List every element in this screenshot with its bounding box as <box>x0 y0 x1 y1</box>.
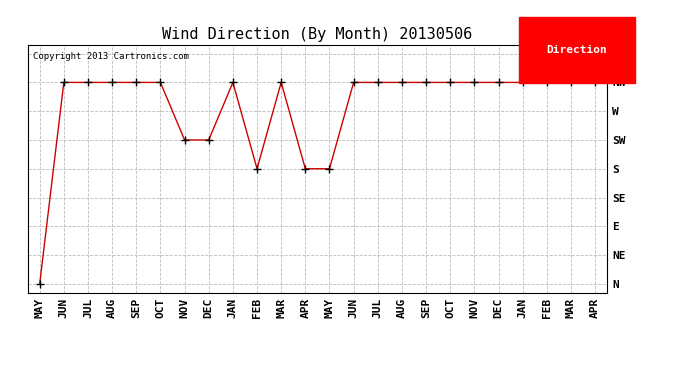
Text: Copyright 2013 Cartronics.com: Copyright 2013 Cartronics.com <box>33 53 189 62</box>
Point <box>251 166 262 172</box>
Point <box>444 80 455 86</box>
Point <box>396 80 407 86</box>
Point <box>155 80 166 86</box>
Point <box>106 80 117 86</box>
Point <box>58 80 69 86</box>
Point <box>420 80 432 86</box>
Point <box>203 137 214 143</box>
Point <box>34 281 46 287</box>
Point <box>130 80 142 86</box>
Point <box>565 80 576 86</box>
Point <box>228 80 239 86</box>
Point <box>493 80 504 86</box>
Point <box>299 166 310 172</box>
Point <box>276 80 287 86</box>
Point <box>518 80 529 86</box>
Point <box>83 80 94 86</box>
Point <box>179 137 190 143</box>
Point <box>348 80 359 86</box>
Point <box>324 166 335 172</box>
Text: Direction: Direction <box>546 45 607 55</box>
Point <box>373 80 384 86</box>
Point <box>589 80 600 86</box>
Point <box>541 80 552 86</box>
Title: Wind Direction (By Month) 20130506: Wind Direction (By Month) 20130506 <box>162 27 473 42</box>
Point <box>469 80 480 86</box>
